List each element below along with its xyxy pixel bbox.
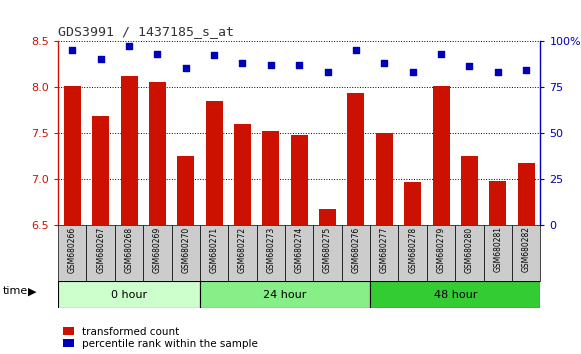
Bar: [92, 116, 109, 225]
Text: time: time: [3, 286, 28, 296]
Text: GSM680271: GSM680271: [210, 227, 218, 273]
Text: GSM680269: GSM680269: [153, 227, 162, 273]
Bar: [58, 281, 200, 308]
Bar: [404, 182, 421, 225]
Bar: [200, 281, 370, 308]
Point: [266, 62, 275, 68]
Bar: [342, 225, 370, 281]
Bar: [115, 225, 143, 281]
Point: [408, 69, 417, 75]
Text: GSM680280: GSM680280: [465, 227, 474, 273]
Bar: [58, 225, 87, 281]
Bar: [399, 225, 427, 281]
Point: [352, 47, 361, 53]
Point: [493, 69, 503, 75]
Bar: [143, 225, 171, 281]
Point: [323, 69, 332, 75]
Text: GSM680272: GSM680272: [238, 227, 247, 273]
Bar: [319, 209, 336, 225]
Point: [238, 60, 247, 65]
Bar: [461, 156, 478, 225]
Bar: [489, 181, 506, 225]
Point: [96, 56, 105, 62]
Point: [465, 64, 474, 69]
Bar: [149, 82, 166, 225]
Point: [124, 44, 134, 49]
Bar: [432, 86, 450, 225]
Bar: [512, 225, 540, 281]
Bar: [285, 225, 313, 281]
Bar: [206, 101, 223, 225]
Text: GSM680277: GSM680277: [380, 227, 389, 273]
Point: [522, 67, 531, 73]
Bar: [171, 225, 200, 281]
Legend: transformed count, percentile rank within the sample: transformed count, percentile rank withi…: [63, 327, 258, 349]
Bar: [313, 225, 342, 281]
Text: GSM680281: GSM680281: [493, 227, 503, 273]
Text: GSM680266: GSM680266: [68, 227, 77, 273]
Text: GSM680279: GSM680279: [436, 227, 446, 273]
Text: GSM680282: GSM680282: [522, 227, 530, 273]
Bar: [64, 86, 81, 225]
Point: [436, 51, 446, 56]
Point: [295, 62, 304, 68]
Text: GSM680278: GSM680278: [408, 227, 417, 273]
Text: 48 hour: 48 hour: [433, 290, 477, 300]
Bar: [228, 225, 257, 281]
Bar: [177, 156, 194, 225]
Bar: [200, 225, 228, 281]
Text: GSM680270: GSM680270: [181, 227, 190, 273]
Bar: [427, 225, 456, 281]
Bar: [87, 225, 115, 281]
Text: GSM680268: GSM680268: [124, 227, 134, 273]
Bar: [257, 225, 285, 281]
Text: GDS3991 / 1437185_s_at: GDS3991 / 1437185_s_at: [58, 25, 234, 38]
Bar: [234, 124, 251, 225]
Bar: [347, 93, 364, 225]
Bar: [370, 225, 399, 281]
Bar: [376, 133, 393, 225]
Text: GSM680275: GSM680275: [323, 227, 332, 273]
Point: [181, 65, 191, 71]
Bar: [120, 76, 138, 225]
Bar: [263, 131, 279, 225]
Text: GSM680274: GSM680274: [295, 227, 304, 273]
Point: [379, 60, 389, 65]
Point: [210, 53, 219, 58]
Text: GSM680267: GSM680267: [96, 227, 105, 273]
Bar: [370, 281, 540, 308]
Text: GSM680276: GSM680276: [352, 227, 360, 273]
Text: ▶: ▶: [28, 286, 37, 296]
Bar: [483, 225, 512, 281]
Text: GSM680273: GSM680273: [266, 227, 275, 273]
Bar: [518, 163, 535, 225]
Point: [67, 47, 77, 53]
Point: [153, 51, 162, 56]
Bar: [290, 135, 308, 225]
Text: 24 hour: 24 hour: [263, 290, 307, 300]
Bar: [456, 225, 483, 281]
Text: 0 hour: 0 hour: [111, 290, 147, 300]
